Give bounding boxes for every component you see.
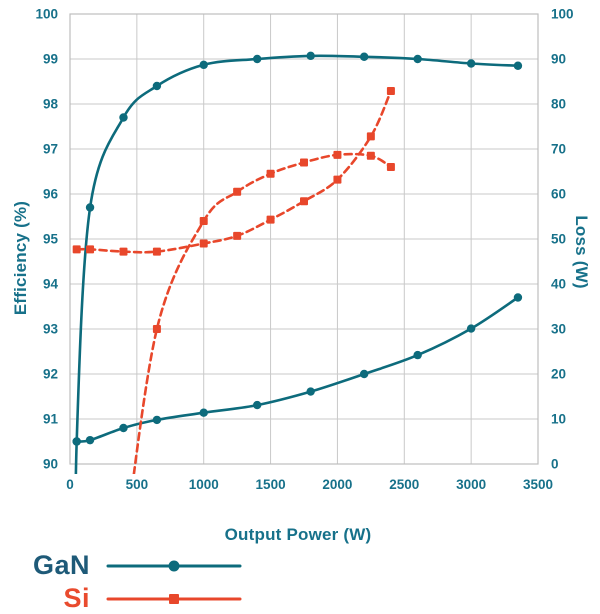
series-si-loss-marker [72, 245, 81, 254]
legend-label-si: Si [63, 583, 90, 613]
series-gan-efficiency-marker [152, 81, 162, 91]
tick-label-y-left: 96 [43, 187, 59, 202]
series-gan-loss-marker [413, 350, 422, 360]
tick-label-y-left: 95 [43, 232, 59, 247]
tick-label-y-left: 94 [43, 277, 59, 292]
tick-label-y-right: 80 [551, 97, 566, 112]
series-si-loss-marker [233, 231, 242, 240]
series-gan-efficiency-marker [306, 51, 315, 61]
tick-label-x: 3000 [456, 477, 486, 492]
tick-label-y-left: 91 [43, 412, 59, 427]
tick-label-y-right: 50 [551, 232, 566, 247]
series-si-efficiency-marker [266, 169, 275, 178]
tick-label-x: 2000 [322, 477, 352, 492]
series-gan-efficiency-marker [513, 61, 523, 70]
tick-label-y-left: 98 [43, 97, 59, 112]
series-gan-loss-marker [306, 387, 315, 396]
legend: GaN Si [28, 549, 242, 614]
tick-label-y-right: 40 [551, 277, 566, 292]
tick-label-y-right: 30 [551, 322, 566, 337]
series-si-efficiency-marker [333, 150, 342, 159]
series-gan-efficiency-marker [413, 54, 422, 64]
y-axis-label-left: Efficiency (%) [11, 200, 30, 316]
series-gan-efficiency-marker [253, 54, 262, 64]
tick-label-x: 2500 [389, 477, 419, 492]
tick-label-y-left: 92 [43, 367, 58, 382]
tick-label-x: 1500 [256, 477, 286, 492]
tick-label-x: 1000 [189, 477, 219, 492]
series-gan-efficiency-marker [359, 52, 369, 61]
series-si-loss-marker [86, 245, 95, 254]
series-si-loss-marker [266, 215, 275, 224]
legend-line-si-icon [106, 593, 242, 604]
tick-label-y-left: 90 [43, 457, 58, 472]
series-si-efficiency-marker [233, 187, 242, 196]
series-si-loss-marker [152, 247, 161, 256]
x-axis-label: Output Power (W) [224, 525, 372, 544]
series-si-loss-marker [333, 175, 342, 184]
series-gan-loss-line [75, 296, 520, 443]
series-gan-loss-marker [119, 423, 128, 433]
series-gan-loss-marker [199, 408, 208, 417]
legend-line-gan-icon [106, 560, 242, 571]
y-axis-label-right: Loss (W) [572, 215, 591, 289]
series-si-efficiency-line [132, 152, 393, 474]
tick-label-y-right: 10 [551, 412, 566, 427]
tick-label-y-right: 70 [551, 142, 566, 157]
series-si-loss-marker [366, 132, 375, 141]
series-group [72, 51, 523, 474]
legend-row-gan: GaN [28, 549, 242, 582]
tick-label-y-right: 20 [551, 367, 566, 382]
series-si-efficiency-marker [152, 325, 161, 333]
series-si-loss-marker [300, 197, 308, 206]
tick-label-y-left: 100 [35, 7, 58, 22]
series-gan-loss-marker [466, 324, 476, 333]
tick-label-y-right: 0 [551, 457, 559, 472]
tick-label-y-left: 99 [43, 52, 58, 67]
tick-label-y-left: 93 [43, 322, 59, 337]
series-gan-loss-marker [72, 437, 81, 446]
tick-label-y-right: 60 [551, 187, 566, 202]
series-gan-efficiency-marker [199, 60, 208, 70]
series-gan-loss-marker [513, 293, 523, 302]
tick-label-x: 3500 [523, 477, 553, 492]
series-si-loss-marker [386, 86, 395, 95]
tick-label-y-right: 100 [551, 7, 574, 22]
tick-label-y-right: 90 [551, 52, 566, 67]
series-si-efficiency-marker [300, 158, 308, 167]
tick-label-x: 0 [66, 477, 74, 492]
series-si-loss-marker [119, 247, 128, 256]
series-gan-efficiency-marker [466, 59, 476, 68]
legend-row-si: Si [28, 582, 242, 614]
series-si-efficiency-marker [366, 151, 375, 160]
tick-label-y-left: 97 [43, 142, 58, 157]
series-si-loss-marker [199, 239, 208, 248]
series-si-efficiency-marker [386, 163, 395, 171]
series-gan-loss-marker [85, 435, 95, 445]
tick-label-x: 500 [126, 477, 149, 492]
series-gan-efficiency-marker [119, 113, 128, 122]
legend-circle-marker-icon [168, 560, 180, 571]
legend-label-gan: GaN [32, 550, 90, 580]
series-gan-loss-marker [253, 400, 262, 410]
series-gan-loss-marker [152, 415, 162, 425]
series-si-efficiency-marker [199, 217, 208, 225]
plot-border [69, 13, 539, 465]
series-gan-loss-marker [359, 369, 369, 379]
legend-square-marker-icon [169, 593, 179, 604]
series-gan-efficiency-marker [85, 203, 95, 212]
